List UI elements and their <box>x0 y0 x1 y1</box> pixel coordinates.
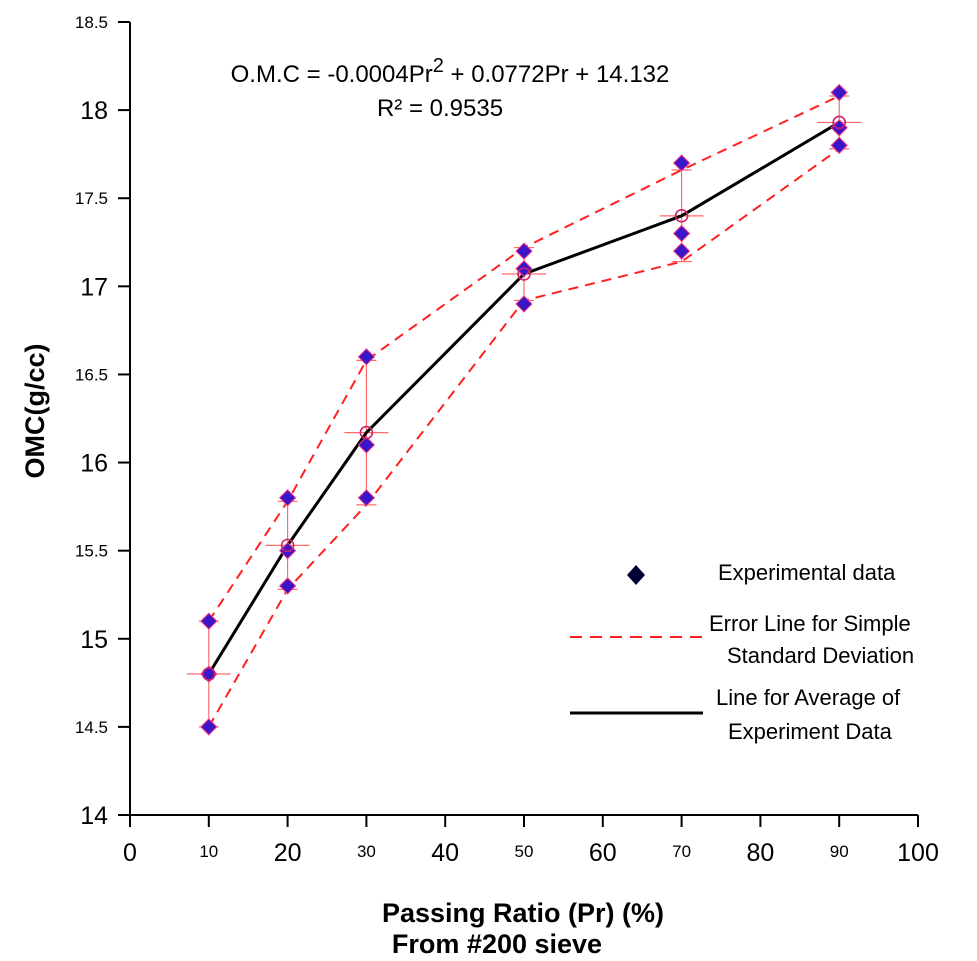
experimental-point <box>357 489 376 507</box>
x-tick-label: 0 <box>123 839 137 867</box>
error-line-lower <box>207 148 840 728</box>
y-tick-label: 18.5 <box>75 13 108 32</box>
regression-equation: O.M.C = -0.0004Pr2 + 0.0772Pr + 14.132 <box>231 55 670 88</box>
x-tick-label: 90 <box>830 842 849 861</box>
y-tick-label: 17.5 <box>75 189 108 208</box>
y-tick-label: 17 <box>80 273 108 301</box>
x-axis-title-line2: From #200 sieve <box>392 929 602 959</box>
average-point <box>280 538 295 553</box>
legend: Experimental data Error Line for Simple … <box>570 560 914 744</box>
average-point <box>674 209 689 223</box>
experimental-point <box>672 154 691 172</box>
x-tick-label: 40 <box>431 839 459 867</box>
y-tick-label: 14.5 <box>75 718 108 737</box>
legend-label-experimental: Experimental data <box>718 560 896 585</box>
y-tick-label: 15.5 <box>75 542 108 561</box>
legend-label-error-line-2: Standard Deviation <box>727 643 914 668</box>
y-tick-label: 16 <box>80 450 108 478</box>
x-tick-label: 60 <box>589 839 617 867</box>
experimental-point <box>515 295 533 313</box>
x-tick-label: 50 <box>515 842 534 861</box>
average-line <box>207 121 840 675</box>
experimental-point <box>672 224 691 243</box>
axes: 0 10 20 30 40 50 60 70 80 90 100 14 14.5 15 15.5 16 16.5… <box>75 13 939 867</box>
y-tick-label: 14 <box>80 802 108 830</box>
legend-label-average-line-1: Line for Average of <box>716 685 901 710</box>
experimental-point <box>357 436 376 454</box>
experimental-point <box>278 577 297 595</box>
x-tick-label: 70 <box>672 842 691 861</box>
experimental-point <box>357 348 376 366</box>
experimental-point <box>200 718 218 736</box>
experimental-point <box>830 83 848 102</box>
y-tick-label: 18 <box>80 97 108 125</box>
y-tick-label: 16.5 <box>75 365 108 384</box>
experimental-point <box>278 489 297 507</box>
x-tick-label: 80 <box>746 839 774 867</box>
experimental-point <box>200 612 218 630</box>
r-squared-label: R² = 0.9535 <box>377 95 503 122</box>
y-axis-title: OMC(g/cc) <box>20 344 50 479</box>
average-point <box>517 267 531 281</box>
series <box>186 83 862 736</box>
experimental-point <box>515 242 533 260</box>
error-line-upper <box>207 95 840 622</box>
legend-marker-experimental <box>627 565 645 585</box>
legend-label-error-line-1: Error Line for Simple <box>709 611 911 636</box>
x-tick-label: 10 <box>199 842 218 861</box>
x-axis-title-line1: Passing Ratio (Pr) (%) <box>382 898 664 928</box>
x-tick-label: 30 <box>357 842 376 861</box>
average-point <box>832 115 847 130</box>
experimental-point <box>672 242 691 260</box>
x-tick-label: 20 <box>274 839 302 867</box>
y-tick-label: 15 <box>80 626 108 654</box>
x-tick-label: 100 <box>897 839 939 867</box>
average-point <box>359 425 374 440</box>
legend-label-average-line-2: Experiment Data <box>728 719 893 744</box>
experimental-point <box>830 136 848 155</box>
average-point <box>202 667 216 681</box>
